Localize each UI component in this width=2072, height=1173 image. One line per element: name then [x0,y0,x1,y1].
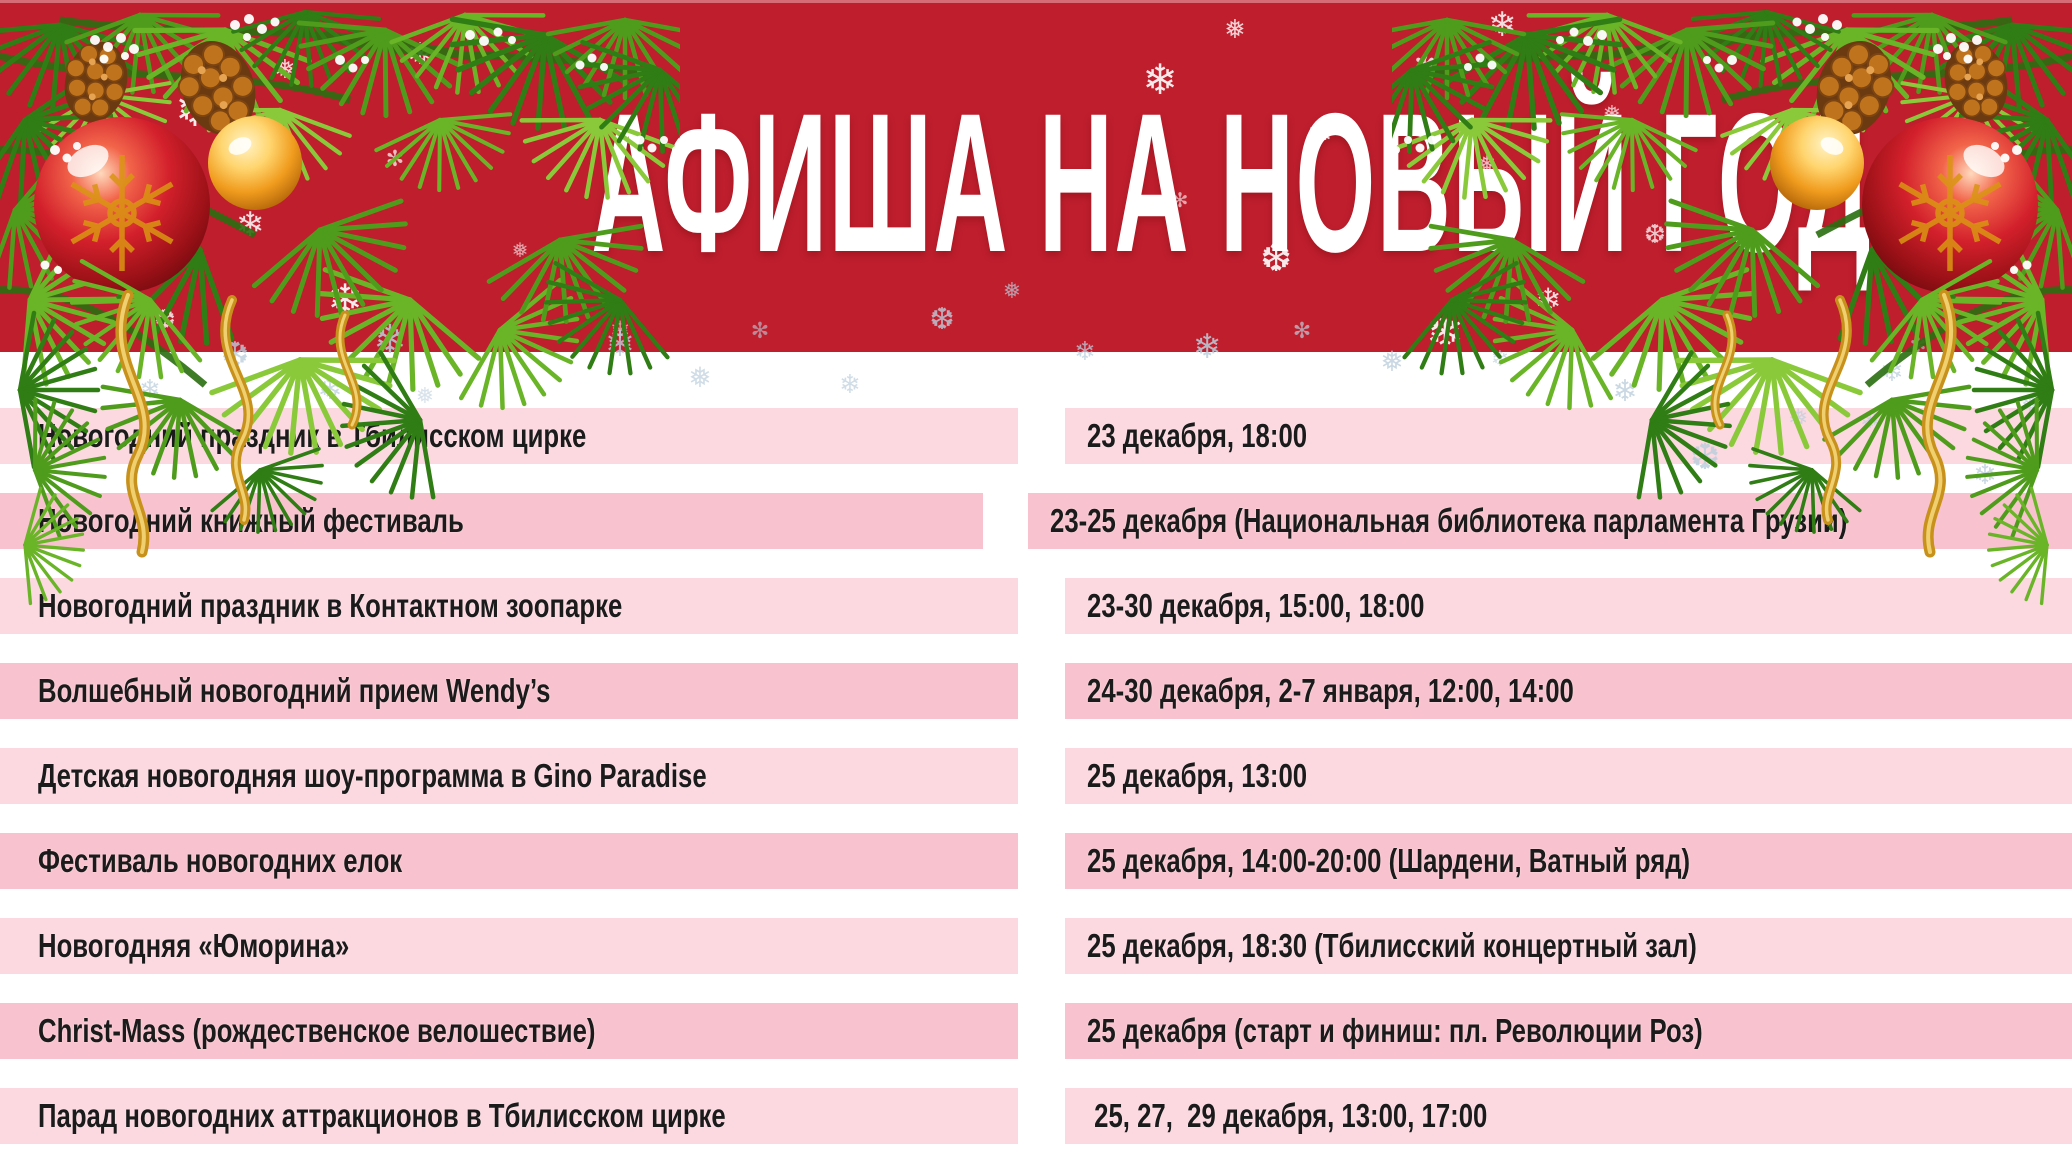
event-row: Парад новогодних аттракционов в Тбилисск… [0,1088,2072,1144]
event-table: Новогодний праздник в Тбилисском цирке 2… [0,408,2072,1173]
event-row: Новогодний книжный фестиваль 23-25 декаб… [0,493,2072,549]
snowflake-icon: ❄ [317,372,343,407]
snowflake-icon: ❄ [1612,374,1638,409]
event-name-text: Новогодний книжный фестиваль [38,502,464,539]
event-name-text: Парад новогодних аттракционов в Тбилисск… [38,1097,726,1134]
column-divider [1018,408,1065,464]
event-row: Новогодний праздник в Контактном зоопарк… [0,578,2072,634]
event-when-text: 23 декабря, 18:00 [1087,417,1308,454]
event-row: Новогодняя «Юморина» 25 декабря, 18:30 (… [0,918,2072,974]
snowflake-icon: ❄ [1490,347,1510,372]
event-when-text: 25, 27, 29 декабря, 13:00, 17:00 [1087,1097,1488,1134]
event-name-text: Новогодний праздник в Контактном зоопарк… [38,587,623,624]
snowflake-icon: ❄ [1880,355,1904,388]
event-when-text: 25 декабря, 18:30 (Тбилисский концертный… [1087,927,1697,964]
event-row: Волшебный новогодний прием Wendy’s 24-30… [0,663,2072,719]
event-row: Новогодний праздник в Тбилисском цирке 2… [0,408,2072,464]
snowflake-icon: ❅ [688,361,712,394]
event-name-text: Новогодний праздник в Тбилисском цирке [38,417,587,454]
snowflake-icon: ❄ [139,375,161,405]
column-divider [1018,1003,1065,1059]
column-divider [1018,578,1065,634]
column-divider [1018,663,1065,719]
event-row: Christ-Mass (рождественское велошествие)… [0,1003,2072,1059]
event-when-text: 25 декабря (старт и финиш: пл. Революции… [1087,1012,1703,1049]
banner: АФИША НА НОВЫЙ ГОД [0,0,2072,352]
event-row: Детская новогодняя шоу-программа в Gino … [0,748,2072,804]
event-when-text: 25 декабря, 13:00 [1087,757,1308,794]
column-divider [983,493,1028,549]
event-name-text: Christ-Mass (рождественское велошествие) [38,1012,596,1049]
event-when-text: 23-25 декабря (Национальная библиотека п… [1049,502,1848,539]
column-divider [1018,1088,1065,1144]
snowflake-icon: ❄ [839,370,861,400]
snowflake-icon: ❅ [415,384,435,409]
event-name-text: Новогодняя «Юморина» [38,927,350,964]
event-row: Фестиваль новогодних елок 25 декабря, 14… [0,833,2072,889]
column-divider [1018,748,1065,804]
event-name-text: Волшебный новогодний прием Wendy’s [38,672,551,709]
column-divider [1018,918,1065,974]
event-when-text: 23-30 декабря, 15:00, 18:00 [1087,587,1425,624]
column-divider [1018,833,1065,889]
event-name-text: Фестиваль новогодних елок [38,842,403,879]
event-name-text: Детская новогодняя шоу-программа в Gino … [38,757,707,794]
poster-title: АФИША НА НОВЫЙ ГОД [591,72,1873,293]
event-when-text: 25 декабря, 14:00-20:00 (Шардени, Ватный… [1087,842,1691,879]
event-when-text: 24-30 декабря, 2-7 января, 12:00, 14:00 [1087,672,1574,709]
snowflake-icon: ❅ [1380,345,1404,378]
